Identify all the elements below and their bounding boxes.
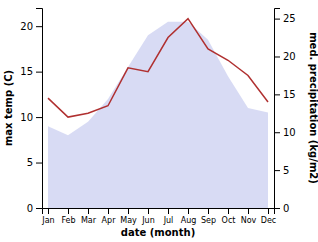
- tick-mark: [148, 208, 149, 214]
- y-axis: 0 5 10 15 20: [20, 9, 42, 214]
- tick-mark: [274, 19, 280, 20]
- tick-mark: [274, 170, 280, 171]
- tick-mark: [108, 208, 109, 214]
- tick: 0: [274, 203, 289, 214]
- tick-mark: [36, 117, 42, 118]
- tick: Nov: [241, 208, 257, 225]
- tick: 20: [20, 21, 42, 32]
- tick-mark: [168, 208, 169, 214]
- tick: 5: [274, 165, 289, 176]
- tick-label: 5: [283, 165, 289, 176]
- y-axis-title: max temp (C): [3, 70, 14, 146]
- tick: 5: [27, 157, 42, 168]
- x-axis: Jan Feb Mar AprMay Jun Jul Aug Sep Oct Nov Dec: [41, 208, 276, 225]
- tick-label: Jan: [41, 216, 54, 225]
- line: [48, 19, 268, 117]
- tick: Jul: [163, 208, 174, 225]
- tick: Feb: [61, 208, 75, 225]
- tick-label: 20: [20, 21, 33, 32]
- tick-mark: [268, 208, 269, 214]
- tick-label: 20: [283, 51, 296, 62]
- tick-label: Oct: [222, 216, 236, 225]
- tick: Dec: [261, 208, 276, 225]
- tick-mark: [208, 208, 209, 214]
- tick: 20: [274, 51, 296, 62]
- tick: Mar: [81, 208, 97, 225]
- x-axis-title: date (month): [121, 227, 195, 238]
- tick-mark: [248, 208, 249, 214]
- tick-label: 25: [283, 13, 296, 24]
- tick: 10: [274, 127, 296, 138]
- tick-mark: [48, 208, 49, 214]
- tick-label: 0: [283, 203, 289, 214]
- tick-label: Sep: [201, 216, 216, 225]
- axis-line: [36, 9, 43, 209]
- tick-mark: [36, 72, 42, 73]
- tick: Jun: [141, 208, 155, 225]
- tick-mark: [274, 94, 280, 95]
- tick-label: Feb: [61, 216, 75, 225]
- tick-mark: [68, 208, 69, 214]
- tick-mark: [36, 163, 42, 164]
- y2-axis: 0 5 10 15 20 25: [274, 9, 296, 214]
- plot: Jan Feb Mar AprMay Jun Jul Aug Sep Oct Nov Dec 0 5 10…: [3, 9, 318, 239]
- tick: Apr: [102, 208, 117, 225]
- tick: Aug: [181, 208, 197, 225]
- tick-label: Nov: [241, 216, 257, 225]
- tick-mark: [128, 208, 129, 214]
- tick-mark: [36, 208, 42, 209]
- y2-axis-title: med. precipitation (kg/m2): [308, 32, 318, 184]
- tick-label: Mar: [81, 216, 97, 225]
- tick-label: Apr: [102, 216, 117, 225]
- tick-mark: [188, 208, 189, 214]
- tick-mark: [36, 26, 42, 27]
- tick-label: 5: [27, 157, 33, 168]
- tick-label: 10: [20, 112, 33, 123]
- axis-line: [43, 209, 275, 215]
- tick-label: 10: [283, 127, 296, 138]
- tick-mark: [228, 208, 229, 214]
- tick-label: Aug: [181, 216, 197, 225]
- tick-label: Jul: [163, 216, 174, 225]
- tick-mark: [88, 208, 89, 214]
- tick: 25: [274, 13, 296, 24]
- tick-label: Jun: [141, 216, 155, 225]
- tick-label: 15: [283, 89, 296, 100]
- tick-label: May: [120, 216, 137, 225]
- tick-mark: [274, 208, 280, 209]
- axis-line: [275, 9, 281, 209]
- tick-mark: [274, 132, 280, 133]
- tick: 10: [20, 112, 42, 123]
- tick: 15: [274, 89, 296, 100]
- tick-mark: [274, 56, 280, 57]
- tick: 0: [27, 203, 42, 214]
- tick: Oct: [222, 208, 236, 225]
- chart: Jan Feb Mar AprMay Jun Jul Aug Sep Oct Nov Dec 0 5 10…: [0, 0, 318, 242]
- tick: Sep: [201, 208, 216, 225]
- tick: Jan: [41, 208, 54, 225]
- tick-label: 15: [20, 66, 33, 77]
- tick-label: Dec: [261, 216, 276, 225]
- tick: May: [120, 208, 137, 225]
- tick-label: 0: [27, 203, 33, 214]
- tick: 15: [20, 66, 42, 77]
- marks: [48, 19, 268, 208]
